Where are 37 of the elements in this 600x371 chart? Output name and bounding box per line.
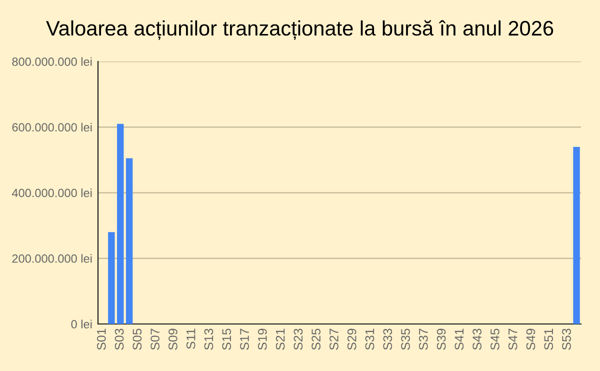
x-tick-label: S33 (383, 328, 392, 350)
x-tick-label: S05 (132, 328, 142, 350)
x-tick-label: S27 (330, 328, 338, 350)
x-tick-label: S21 (276, 328, 285, 350)
x-tick-label: S11 (186, 328, 196, 349)
x-tick-label: S37 (418, 328, 428, 350)
x-tick-label: S43 (472, 328, 482, 350)
y-tick-label: 800.000.000 lei (12, 57, 92, 66)
x-tick-label: S45 (490, 328, 500, 350)
y-tick-label: 0 lei (71, 320, 92, 328)
x-tick-label: S41 (454, 328, 464, 350)
x-tick-label: S01 (96, 328, 106, 350)
y-tick-label: 400.000.000 lei (12, 188, 92, 198)
x-tick-label: S35 (401, 328, 410, 350)
x-tick-label: S19 (258, 328, 267, 350)
x-tick-label: S17 (240, 328, 249, 350)
x-tick-label: S47 (508, 328, 518, 350)
x-tick-label: S25 (312, 328, 320, 350)
x-tick-label: S09 (168, 328, 178, 350)
bar (117, 124, 124, 324)
x-tick-label: S29 (347, 328, 356, 350)
x-tick-label: S53 (562, 328, 571, 350)
x-tick-label: S51 (544, 328, 554, 350)
bar (126, 158, 133, 324)
x-tick-label: S31 (365, 328, 374, 350)
x-tick-label: S13 (204, 328, 214, 350)
x-tick-label: S23 (294, 328, 303, 350)
x-tick-label: S15 (222, 328, 232, 350)
chart-title: Valoarea acțiunilor tranzacționate la bursă în anul 2026 (46, 20, 554, 40)
bar (108, 232, 115, 324)
bar (573, 146, 580, 324)
x-tick-label: S07 (150, 328, 160, 350)
y-tick-label: 600.000.000 lei (12, 122, 92, 132)
y-tick-label: 200.000.000 lei (12, 254, 92, 263)
x-tick-label: S03 (114, 328, 124, 350)
x-tick-label: S39 (436, 328, 446, 350)
x-tick-label: S49 (526, 328, 536, 350)
